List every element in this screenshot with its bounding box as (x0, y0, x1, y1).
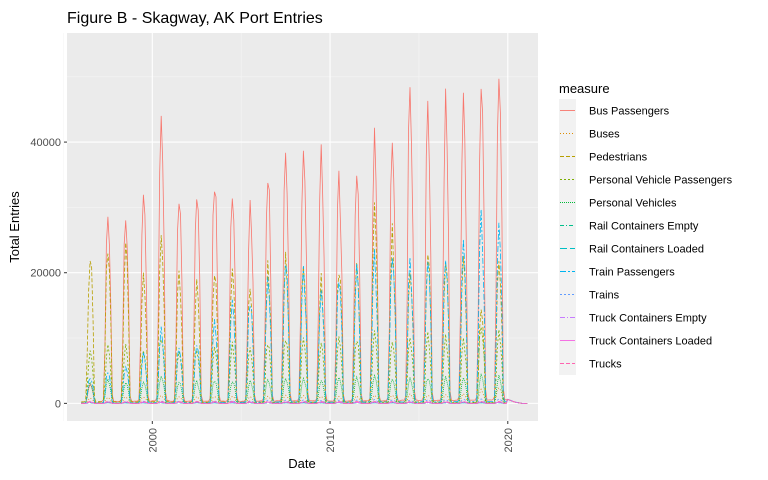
legend-label: Truck Containers Loaded (589, 336, 712, 348)
y-axis: 0 20000 40000 (30, 137, 67, 410)
x-tick-label: 2010 (325, 428, 337, 452)
legend-key (559, 214, 576, 237)
y-axis-title: Total Entries (7, 191, 22, 263)
legend-key (559, 283, 576, 306)
legend-key (559, 191, 576, 214)
legend-label: Pedestrians (589, 152, 648, 164)
x-axis-title: Date (288, 456, 315, 471)
legend-key (559, 168, 576, 191)
series-line (81, 398, 528, 404)
legend: measure Bus Passengers Buses Pedestrians Pe… (559, 81, 733, 375)
legend-label: Rail Containers Loaded (589, 244, 704, 256)
legend-title: measure (559, 81, 610, 96)
legend-label: Personal Vehicle Passengers (589, 175, 733, 187)
x-tick-label: 2020 (503, 428, 515, 452)
legend-key (559, 260, 576, 283)
series-layer (81, 78, 528, 404)
legend-key (559, 237, 576, 260)
legend-label: Buses (589, 129, 620, 141)
legend-label: Bus Passengers (589, 106, 670, 118)
legend-label: Truck Containers Empty (589, 313, 707, 325)
x-axis: 2000 2010 2020 (147, 421, 515, 452)
y-tick-label: 20000 (30, 268, 61, 280)
chart-title: Figure B - Skagway, AK Port Entries (67, 10, 323, 27)
legend-label: Personal Vehicles (589, 198, 677, 210)
legend-label: Trains (589, 290, 620, 302)
x-tick-label: 2000 (147, 428, 159, 452)
legend-key (559, 122, 576, 145)
grid-minor (63, 33, 538, 421)
y-tick-label: 0 (55, 398, 61, 410)
series-line (81, 327, 528, 404)
series-line (81, 78, 528, 404)
legend-label: Train Passengers (589, 267, 675, 279)
legend-label: Rail Containers Empty (589, 221, 699, 233)
y-tick-label: 40000 (30, 137, 61, 149)
series-line (81, 209, 528, 404)
legend-label: Trucks (589, 359, 622, 371)
